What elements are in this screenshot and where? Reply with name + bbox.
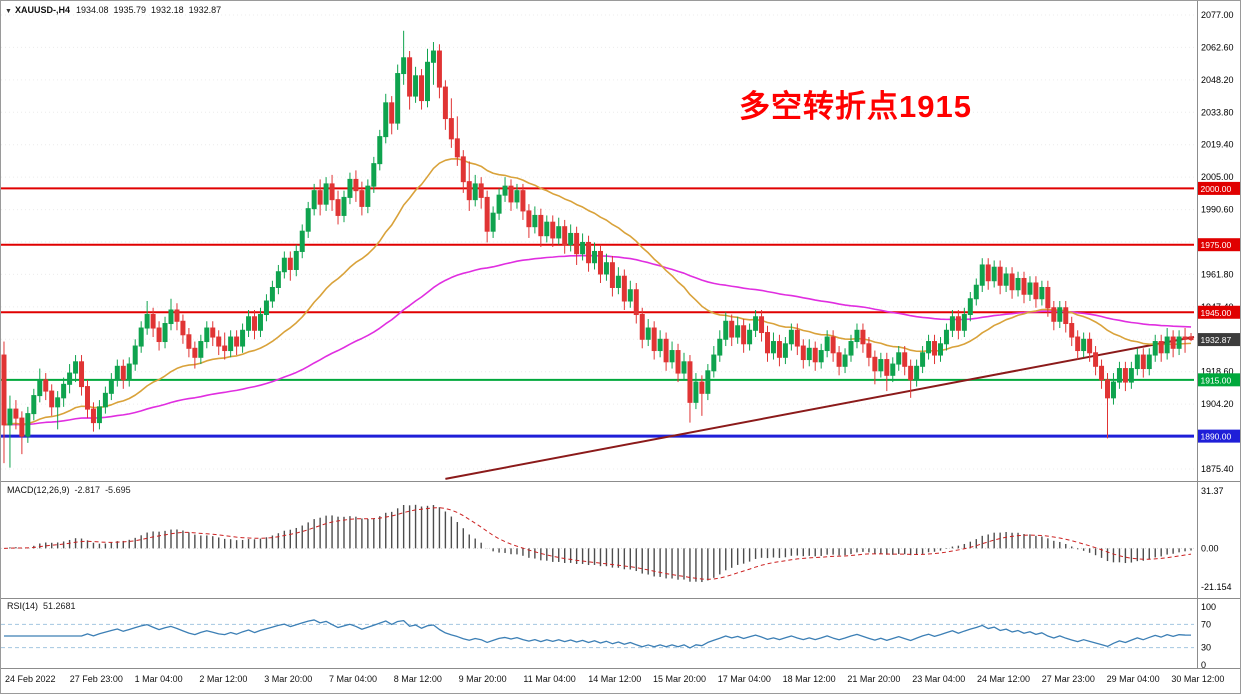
svg-text:100: 100 <box>1201 602 1216 612</box>
time-label: 30 Mar 12:00 <box>1171 674 1225 684</box>
close-value: 1932.87 <box>188 5 222 15</box>
svg-text:31.37: 31.37 <box>1201 486 1224 496</box>
time-label: 18 Mar 12:00 <box>782 674 836 684</box>
rsi-value: 51.2681 <box>43 601 76 611</box>
svg-text:2000.00: 2000.00 <box>1201 184 1232 194</box>
time-label: 29 Mar 04:00 <box>1106 674 1160 684</box>
time-label: 27 Feb 23:00 <box>69 674 123 684</box>
axis-badges: 2000.00 1975.00 1945.00 1915.00 1890.00 1932.… <box>1197 181 1240 443</box>
svg-text:1875.40: 1875.40 <box>1201 464 1234 474</box>
low-value: 1932.18 <box>151 5 184 15</box>
rsi-indicator-label: RSI(14) 51.2681 <box>7 601 76 611</box>
time-label: 24 Feb 2022 <box>5 674 56 684</box>
svg-text:1945.00: 1945.00 <box>1201 308 1232 318</box>
svg-text:2019.40: 2019.40 <box>1201 140 1234 150</box>
time-label: 9 Mar 20:00 <box>458 674 507 684</box>
time-label: 11 Mar 04:00 <box>523 674 576 684</box>
ma-slow-line[interactable] <box>3 254 1192 426</box>
annotation-text[interactable]: 多空转折点1915 <box>739 89 972 124</box>
time-label: 24 Mar 12:00 <box>977 674 1031 684</box>
svg-text:1890.00: 1890.00 <box>1201 432 1232 442</box>
macd-signal-value: -5.695 <box>105 485 131 495</box>
time-label: 8 Mar 12:00 <box>393 674 442 684</box>
open-value: 1934.08 <box>75 5 109 15</box>
svg-text:1990.60: 1990.60 <box>1201 205 1234 215</box>
svg-text:0: 0 <box>1201 660 1206 670</box>
svg-text:1915.00: 1915.00 <box>1201 375 1232 385</box>
svg-text:1961.80: 1961.80 <box>1201 269 1234 279</box>
ohlc-toggle-icon[interactable]: ▼ <box>5 8 12 15</box>
symbol-label: XAUUSD-,H4 <box>14 5 70 15</box>
time-axis[interactable]: 24 Feb 2022 27 Feb 23:00 1 Mar 04:00 2 Mar … <box>1 674 1240 693</box>
svg-text:2033.80: 2033.80 <box>1201 107 1234 117</box>
high-value: 1935.79 <box>113 5 147 15</box>
panel-separators <box>1 1 1240 669</box>
svg-text:1904.20: 1904.20 <box>1201 399 1234 409</box>
svg-text:2062.60: 2062.60 <box>1201 42 1234 52</box>
macd-signal-line <box>3 507 1192 580</box>
time-label: 21 Mar 20:00 <box>847 674 901 684</box>
time-label: 2 Mar 12:00 <box>199 674 248 684</box>
time-label: 23 Mar 04:00 <box>912 674 966 684</box>
time-label: 15 Mar 20:00 <box>653 674 707 684</box>
svg-text:2077.00: 2077.00 <box>1201 10 1234 20</box>
symbol-header: ▼ XAUUSD-,H4 1934.08 1935.79 1932.18 1932.87 <box>5 5 226 15</box>
level-lines[interactable] <box>1 187 1194 438</box>
time-label: 14 Mar 12:00 <box>588 674 642 684</box>
macd-name: MACD(12,26,9) <box>7 485 70 495</box>
svg-text:2005.00: 2005.00 <box>1201 172 1234 182</box>
time-label: 7 Mar 04:00 <box>329 674 378 684</box>
time-label: 27 Mar 23:00 <box>1041 674 1095 684</box>
svg-text:1918.60: 1918.60 <box>1201 367 1234 377</box>
time-label: 1 Mar 04:00 <box>134 674 183 684</box>
trendline[interactable] <box>445 336 1195 480</box>
macd-indicator-label: MACD(12,26,9) -2.817 -5.695 <box>7 485 131 495</box>
time-label: 3 Mar 20:00 <box>264 674 313 684</box>
svg-text:30: 30 <box>1201 643 1211 653</box>
macd-histogram <box>9 504 1192 583</box>
svg-text:1975.00: 1975.00 <box>1201 240 1232 250</box>
ma-fast-line[interactable] <box>3 158 1192 426</box>
svg-text:0.00: 0.00 <box>1201 543 1219 553</box>
svg-text:-21.154: -21.154 <box>1201 582 1232 592</box>
rsi-grid <box>1 623 1194 649</box>
svg-text:2048.20: 2048.20 <box>1201 75 1234 85</box>
candlestick-series <box>1 30 1194 468</box>
svg-text:70: 70 <box>1201 619 1211 629</box>
macd-main-value: -2.817 <box>74 485 101 495</box>
rsi-line <box>3 619 1192 649</box>
svg-text:1932.87: 1932.87 <box>1201 335 1232 345</box>
time-label: 17 Mar 04:00 <box>717 674 771 684</box>
rsi-name: RSI(14) <box>7 601 39 611</box>
